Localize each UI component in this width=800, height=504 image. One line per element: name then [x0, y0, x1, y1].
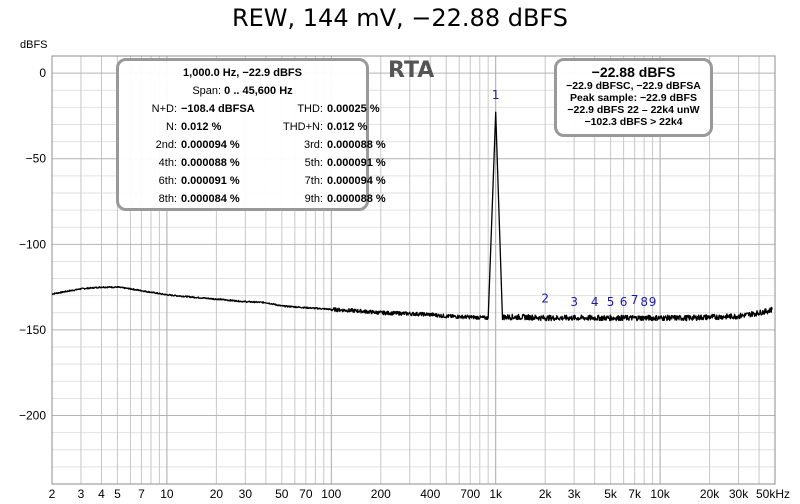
y-tick-label: −50	[26, 152, 47, 166]
x-tick-label: 2k	[539, 487, 553, 501]
x-tick-label: 20k	[700, 487, 720, 501]
rta-label: RTA	[388, 58, 435, 83]
distortion-value: 0.000094 %	[327, 175, 386, 187]
x-tick-label: 5k	[604, 487, 618, 501]
x-tick-label: 20	[210, 487, 224, 501]
distortion-value: 0.012 %	[327, 121, 368, 133]
spectrum-trace	[51, 111, 773, 322]
distortion-value: 0.000091 %	[327, 157, 386, 169]
level-main: −22.88 dBFS	[591, 64, 676, 80]
distortion-value: 0.00025 %	[327, 103, 380, 115]
distortion-label: THD:	[297, 103, 323, 115]
harmonic-marker: 1	[492, 88, 500, 102]
span-label: Span:	[192, 85, 222, 97]
y-tick-label: −100	[19, 237, 46, 251]
x-tick-label: 10k	[650, 487, 670, 501]
harmonic-marker: 9	[649, 295, 657, 309]
distortion-label: N:	[166, 121, 177, 133]
distortion-label: 3rd:	[304, 139, 323, 151]
span-value: 0 .. 45,600 Hz	[224, 85, 293, 97]
harmonic-marker: 8	[640, 295, 648, 309]
trace-layer	[51, 111, 773, 322]
distortion-value: 0.000088 %	[327, 139, 386, 151]
distortion-label: 4th:	[158, 157, 177, 169]
y-tick-label: 0	[39, 66, 46, 80]
x-tick-label: 200	[371, 487, 391, 501]
distortion-label: 5th:	[304, 157, 323, 169]
harmonic-marker: 3	[570, 295, 578, 309]
y-axis-unit-label: dBFS	[20, 39, 48, 51]
level-line-3: −22.9 dBFS 22 – 22k4 unW	[567, 104, 700, 116]
y-tick-label: −200	[19, 409, 46, 423]
x-tick-label: 70	[299, 487, 313, 501]
distortion-value: 0.012 %	[181, 121, 222, 133]
distortion-label: 6th:	[158, 175, 177, 187]
level-line-1: −22.9 dBFSC, −22.9 dBFSA	[566, 80, 701, 92]
distortion-value: −108.4 dBFSA	[181, 103, 255, 115]
x-tick-label: 30	[239, 487, 253, 501]
x-tick-label: 4	[98, 487, 105, 501]
harmonic-marker: 6	[620, 295, 628, 309]
x-tick-label: 7k	[628, 487, 642, 501]
plot-frame	[51, 55, 776, 485]
span-readout: Span: 0 .. 45,600 Hz	[119, 85, 366, 97]
level-line-4: −102.3 dBFS > 22k4	[584, 116, 683, 128]
distortion-panel[interactable]: 1,000.0 Hz, −22.9 dBFS Span: 0 .. 45,600…	[116, 58, 386, 211]
distortion-value: 0.000088 %	[181, 157, 240, 169]
x-tick-label: 700	[460, 487, 480, 501]
harmonic-marker: 7	[631, 293, 639, 307]
x-tick-label: 50	[275, 487, 289, 501]
y-tick-label: −150	[19, 323, 46, 337]
distortion-label: 2nd:	[155, 139, 177, 151]
x-tick-label: 3k	[568, 487, 582, 501]
distortion-value: 0.000088 %	[327, 193, 386, 205]
distortion-value: 0.000084 %	[181, 193, 240, 205]
x-tick-label: 3	[78, 487, 85, 501]
harmonic-marker: 2	[541, 292, 549, 306]
level-line-2: Peak sample: −22.9 dBFS	[570, 92, 697, 104]
x-tick-label: 100	[321, 487, 341, 501]
distortion-value: 0.000094 %	[181, 139, 240, 151]
distortion-label: 7th:	[304, 175, 323, 187]
x-tick-label: 7	[138, 487, 145, 501]
x-tick-label: 50kHz	[756, 487, 790, 501]
harmonic-marker: 4	[591, 295, 599, 309]
distortion-value: 0.000091 %	[181, 175, 240, 187]
x-tick-label: 30k	[729, 487, 749, 501]
distortion-label: 9th:	[304, 193, 323, 205]
harmonic-markers: 1 2 3 4 5 6 7 8 9	[492, 88, 657, 309]
fundamental-readout: 1,000.0 Hz, −22.9 dBFS	[183, 67, 302, 79]
x-tick-label: 10	[160, 487, 174, 501]
x-tick-label: 1k	[489, 487, 503, 501]
harmonic-marker: 5	[607, 295, 615, 309]
level-panel[interactable]: −22.88 dBFS −22.9 dBFSC, −22.9 dBFSA Pea…	[554, 58, 713, 137]
distortion-label: N+D:	[151, 103, 177, 115]
x-tick-label: 400	[420, 487, 440, 501]
chart-title: REW, 144 mV, −22.88 dBFS	[231, 4, 569, 32]
x-tick-label: 2	[49, 487, 56, 501]
distortion-label: THD+N:	[282, 121, 323, 133]
x-tick-label: 5	[114, 487, 121, 501]
distortion-label: 8th:	[158, 193, 177, 205]
